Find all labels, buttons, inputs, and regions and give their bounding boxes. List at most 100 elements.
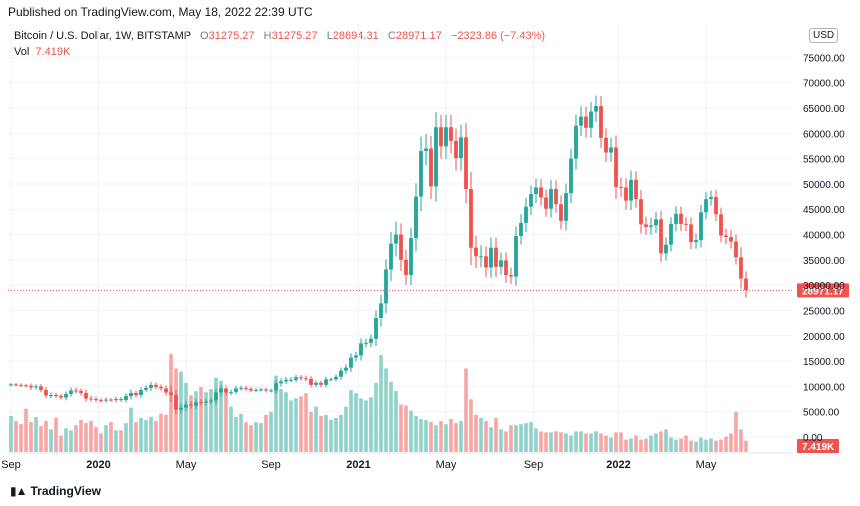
candle-body: [164, 388, 168, 393]
volume-bar: [674, 439, 678, 452]
volume-bar: [99, 433, 103, 452]
candle-body: [429, 148, 433, 187]
last-price-line: 28971.17 7.419K: [8, 283, 849, 453]
candle-body: [294, 377, 298, 380]
candle-body: [359, 343, 363, 356]
volume-bar: [94, 427, 98, 452]
candle-body: [89, 398, 93, 400]
close-label: C: [387, 30, 396, 42]
candle-body: [734, 241, 738, 258]
time-axis: Sep 2020 May Sep 2021 May Sep 2022 May: [1, 452, 793, 471]
price-tick-label: 35000.00: [803, 256, 845, 267]
symbol-title: Bitcoin / U.S. Dollar, 1W, BITSTAMP: [14, 30, 191, 42]
candle-body: [304, 378, 308, 380]
time-tick-label: May: [176, 459, 197, 471]
candle-body: [654, 219, 658, 226]
candle-body: [259, 389, 263, 391]
candle-body: [109, 399, 113, 401]
volume-bar: [739, 429, 743, 452]
volume-bar: [419, 418, 423, 452]
candle-body: [389, 243, 393, 270]
candle-body: [374, 318, 378, 339]
volume-bar: [709, 438, 713, 452]
volume-bar: [649, 435, 653, 452]
candle-body: [344, 367, 348, 371]
volume-bar: [259, 423, 263, 452]
candle-body: [614, 147, 618, 187]
candle-body: [69, 390, 73, 394]
volume-bar: [279, 389, 283, 452]
volume-bar: [159, 413, 163, 452]
candle-body: [564, 193, 568, 221]
candle-body: [444, 127, 448, 147]
candle-body: [299, 377, 303, 379]
candle-body: [509, 275, 513, 277]
candle-body: [284, 379, 288, 382]
candle-body: [689, 224, 693, 243]
price-tick-label: 15000.00: [803, 357, 845, 368]
volume-bar: [184, 382, 188, 452]
candle-body: [464, 137, 468, 189]
currency-button[interactable]: USD: [809, 28, 839, 43]
candle-body: [159, 386, 163, 389]
volume-bar: [399, 404, 403, 452]
volume-bar: [639, 439, 643, 452]
time-tick-label: Sep: [1, 459, 21, 471]
volume-bar: [269, 411, 273, 452]
candle-body: [324, 379, 328, 385]
volume-bar: [349, 390, 353, 452]
candle-body: [599, 105, 603, 138]
candle-body: [99, 400, 103, 402]
price-tick-label: 65000.00: [803, 104, 845, 115]
volume-bar: [619, 432, 623, 452]
candle-body: [199, 402, 203, 404]
candle-body: [44, 389, 48, 396]
volume-bar: [424, 420, 428, 452]
candle-body: [269, 390, 273, 392]
candle-body: [629, 179, 633, 201]
volume-bar: [474, 414, 478, 452]
candle-body: [579, 116, 583, 126]
volume-bar: [699, 437, 703, 452]
candle-body: [39, 386, 43, 390]
candle-body: [714, 197, 718, 215]
candle-body: [309, 378, 313, 385]
candle-body: [319, 382, 323, 385]
volume-bar: [664, 429, 668, 452]
candle-body: [649, 225, 653, 227]
candle-body: [479, 256, 483, 258]
time-tick-label: 2022: [606, 459, 630, 471]
volume-bar: [149, 416, 153, 452]
candle-body: [114, 399, 118, 401]
volume-bar: [254, 422, 258, 452]
time-tick-label: Sep: [524, 459, 544, 471]
candle-body: [704, 199, 708, 213]
tradingview-logo[interactable]: ▮▲ TradingView: [10, 484, 101, 498]
price-tick-label: 45000.00: [803, 205, 845, 216]
candle-body: [554, 188, 558, 205]
price-tick-label: 60000.00: [803, 129, 845, 140]
candle-body: [149, 384, 153, 388]
candle-body: [679, 213, 683, 224]
candle-body: [139, 389, 143, 395]
volume-bar: [554, 431, 558, 452]
candle-body: [369, 338, 373, 343]
volume-bar: [714, 440, 718, 452]
volume-bar: [389, 381, 393, 452]
volume-bar: [289, 400, 293, 452]
volume-bar: [124, 423, 128, 452]
volume-bar: [579, 431, 583, 452]
volume-bar: [409, 410, 413, 452]
price-tick-label: 0.00: [803, 433, 823, 444]
volume-bar: [609, 437, 613, 452]
candle-body: [234, 388, 238, 392]
high-label: H: [263, 30, 272, 42]
volume-bar: [544, 432, 548, 452]
candle-body: [224, 388, 228, 393]
candle-body: [504, 260, 508, 276]
volume-bar: [9, 415, 13, 452]
candle-body: [604, 137, 608, 153]
candle-body: [134, 392, 138, 395]
candle-body: [274, 383, 278, 391]
